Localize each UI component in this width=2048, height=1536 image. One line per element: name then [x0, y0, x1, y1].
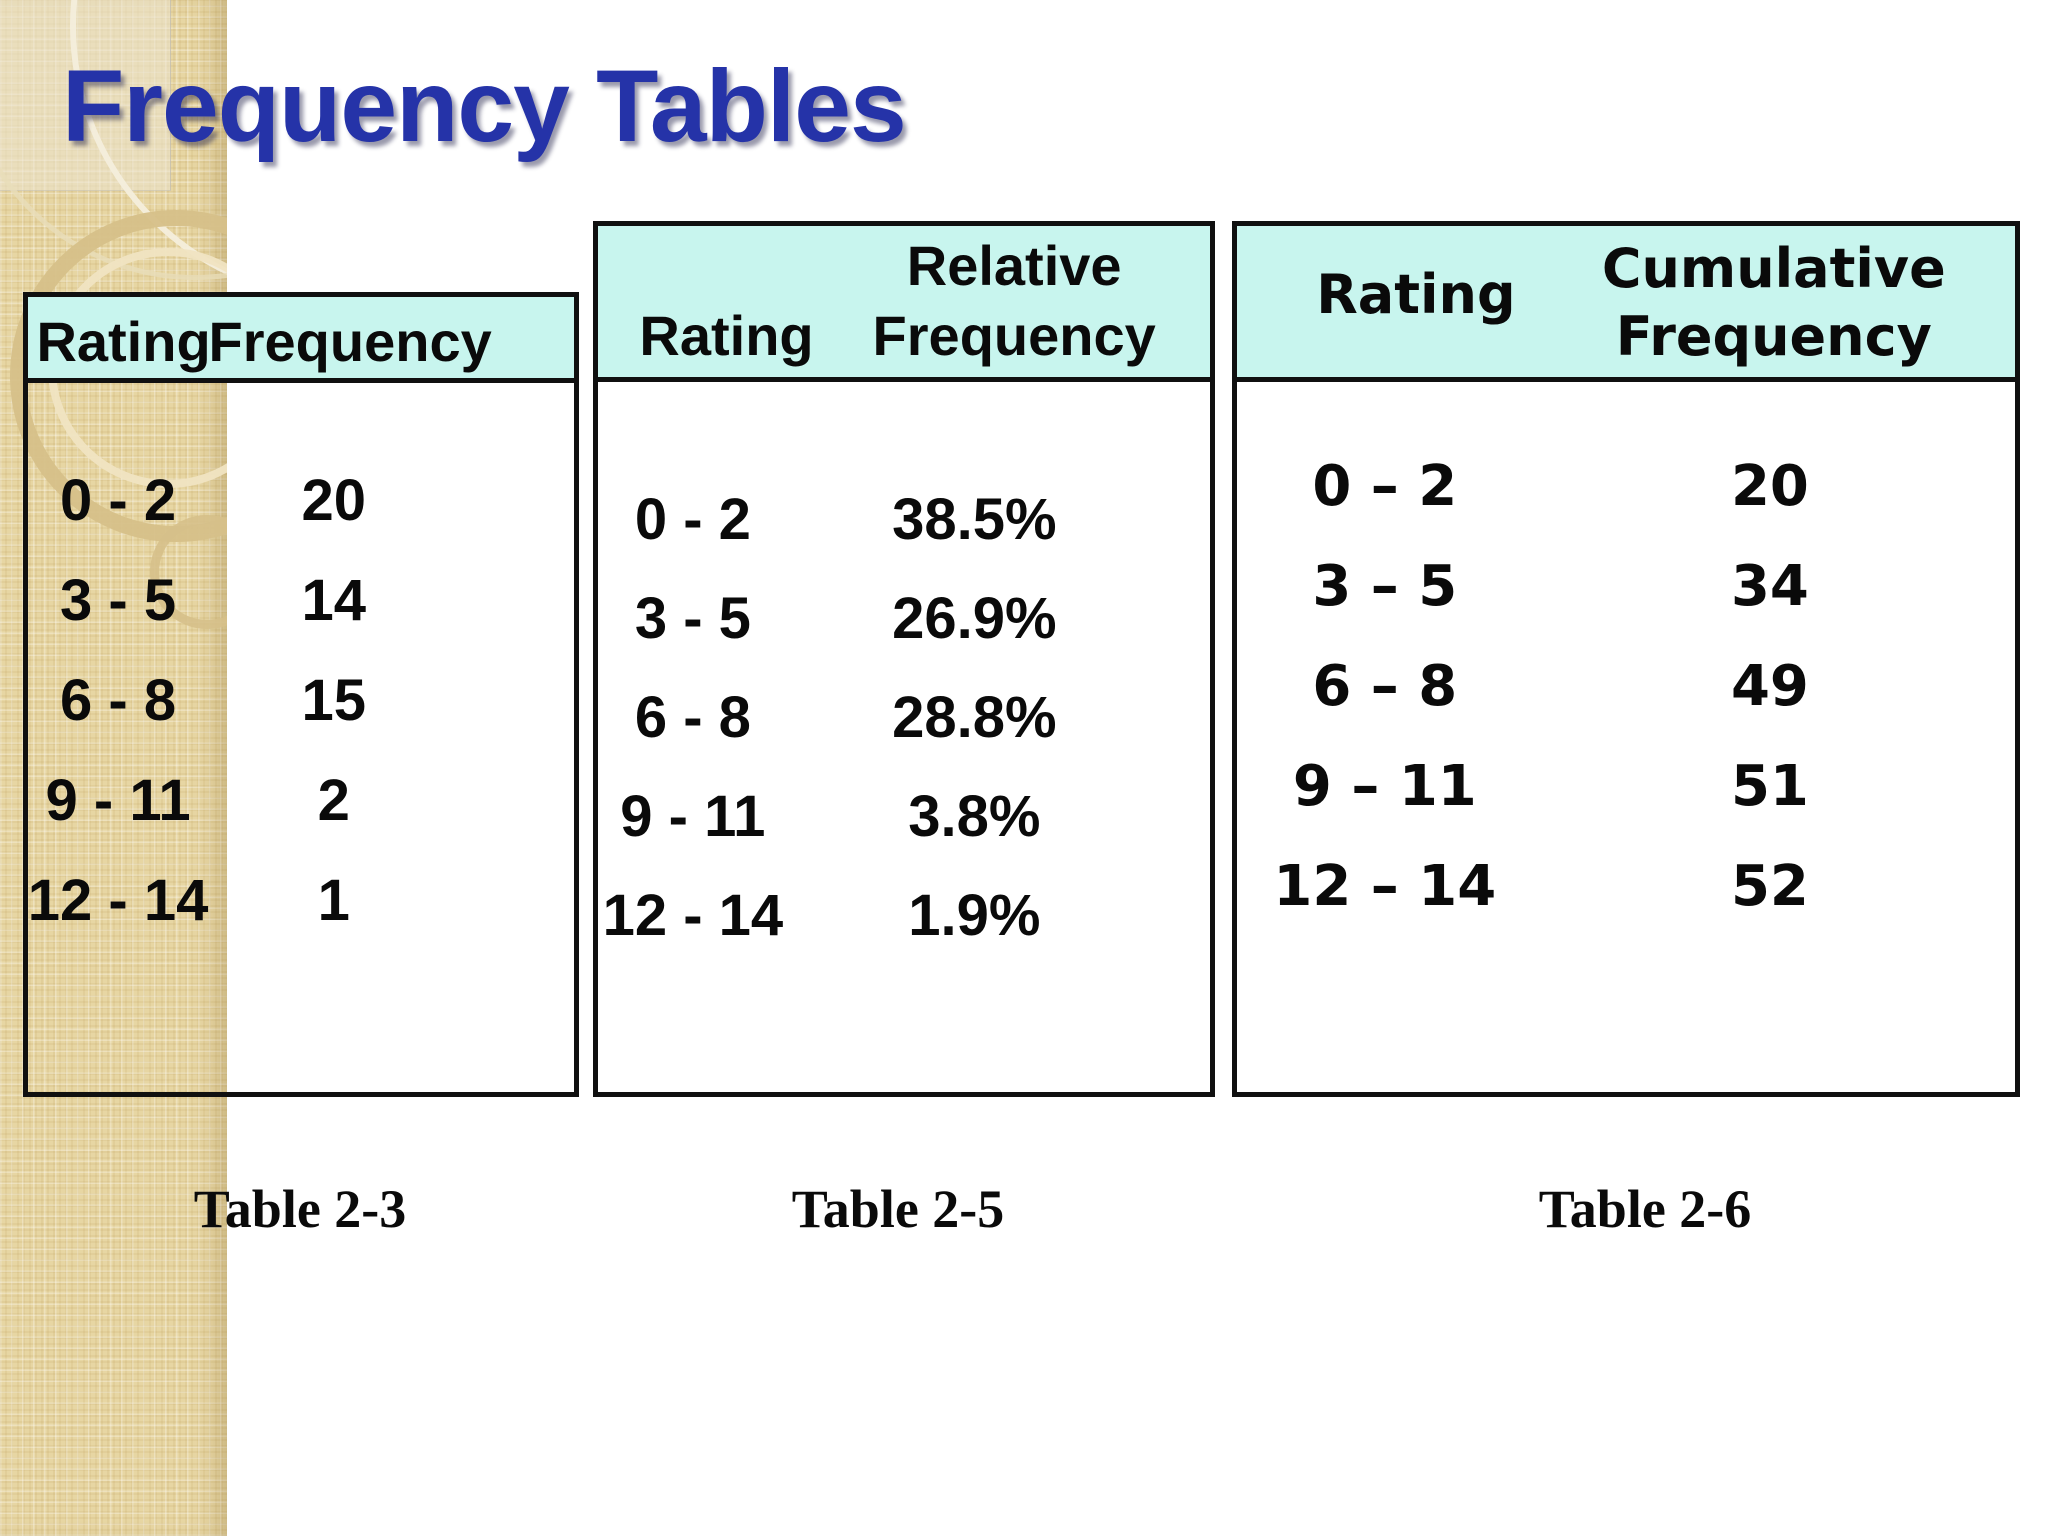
header-spacer	[481, 297, 574, 378]
rating-cell: 3 - 5	[60, 568, 177, 633]
value-cell: 28.8%	[892, 685, 1057, 750]
table-row: 6 - 8 15	[28, 667, 574, 733]
frequency-table: Rating Frequency 0 - 2 20 3 - 5 14 6 - 8…	[23, 292, 579, 1097]
value-cell: 20	[301, 468, 366, 533]
column-header-rating: Rating	[36, 310, 211, 373]
rating-cell: 3 - 5	[634, 586, 751, 651]
rating-cell: 12 - 14	[602, 883, 784, 948]
slide-title: Frequency Tables	[62, 49, 907, 163]
value-cell: 3.8%	[908, 784, 1041, 849]
table-row: 0 - 2 38.5%	[598, 486, 1210, 552]
table-row: 9 - 11 2	[28, 767, 574, 833]
table-caption: Table 2-3	[193, 1179, 407, 1239]
table-row: 9 - 11 3.8%	[598, 783, 1210, 849]
relative-frequency-table: Rating Relative Frequency 0 - 2 38.5% 3 …	[593, 221, 1215, 1097]
column-header-frequency: Frequency	[208, 310, 492, 373]
value-cell: 38.5%	[892, 487, 1057, 552]
header-spacer	[1953, 226, 2015, 377]
rating-cell: 9 - 11	[45, 768, 191, 833]
column-header-rating: Rating	[639, 304, 814, 367]
table-body: 0 – 2 20 3 – 5 34 6 – 8 49 9 – 11 51 12 …	[1237, 382, 2015, 954]
value-cell: 49	[1730, 654, 1809, 719]
column-header-relative-frequency: Relative Frequency	[872, 234, 1156, 367]
table-row: 6 - 8 28.8%	[598, 684, 1210, 750]
value-cell: 1	[317, 868, 350, 933]
table-caption: Table 2-6	[1538, 1179, 1752, 1239]
rating-cell: 0 - 2	[634, 487, 751, 552]
rating-cell: 3 – 5	[1312, 554, 1458, 619]
column-header-cumulative-frequency: Cumulative Frequency	[1601, 237, 1946, 368]
value-cell: 2	[317, 768, 350, 833]
table-body: 0 - 2 38.5% 3 - 5 26.9% 6 - 8 28.8% 9 - …	[598, 382, 1210, 981]
table-row: 6 – 8 49	[1237, 654, 2015, 719]
cumulative-frequency-table: Rating Cumulative Frequency 0 – 2 20 3 –…	[1232, 221, 2020, 1097]
table-body: 0 - 2 20 3 - 5 14 6 - 8 15 9 - 11 2 12 -…	[28, 383, 574, 967]
rating-cell: 6 - 8	[60, 668, 177, 733]
value-cell: 26.9%	[892, 586, 1057, 651]
rating-cell: 12 - 14	[27, 868, 209, 933]
value-cell: 51	[1730, 754, 1809, 819]
rating-cell: 9 – 11	[1292, 754, 1477, 819]
rating-cell: 6 – 8	[1312, 654, 1458, 719]
value-cell: 20	[1730, 454, 1809, 519]
table-caption: Table 2-5	[791, 1179, 1005, 1239]
value-cell: 52	[1730, 854, 1809, 919]
table-row: 0 – 2 20	[1237, 454, 2015, 519]
table-row: 12 – 14 52	[1237, 854, 2015, 919]
table-row: 3 - 5 14	[28, 567, 574, 633]
column-header-rating: Rating	[1316, 262, 1516, 326]
value-cell: 15	[301, 668, 366, 733]
table-row: 3 – 5 34	[1237, 554, 2015, 619]
sidebar-decoration	[0, 0, 227, 1536]
table-row: 9 – 11 51	[1237, 754, 2015, 819]
table-row: 12 - 14 1	[27, 867, 574, 933]
header-spacer	[1173, 226, 1210, 377]
rating-cell: 12 – 14	[1273, 854, 1497, 919]
value-cell: 1.9%	[908, 883, 1041, 948]
table-header: Rating Relative Frequency	[598, 226, 1210, 382]
rating-cell: 0 - 2	[60, 468, 177, 533]
ring-ornament	[150, 515, 227, 629]
table-header: Rating Cumulative Frequency	[1237, 226, 2015, 382]
table-row: 3 - 5 26.9%	[598, 585, 1210, 651]
rating-cell: 6 - 8	[634, 685, 751, 750]
value-cell: 14	[301, 568, 366, 633]
value-cell: 34	[1730, 554, 1809, 619]
rating-cell: 0 – 2	[1312, 454, 1458, 519]
rating-cell: 9 - 11	[620, 784, 766, 849]
table-row: 0 - 2 20	[28, 467, 574, 533]
table-header: Rating Frequency	[28, 297, 574, 383]
table-row: 12 - 14 1.9%	[598, 882, 1210, 948]
